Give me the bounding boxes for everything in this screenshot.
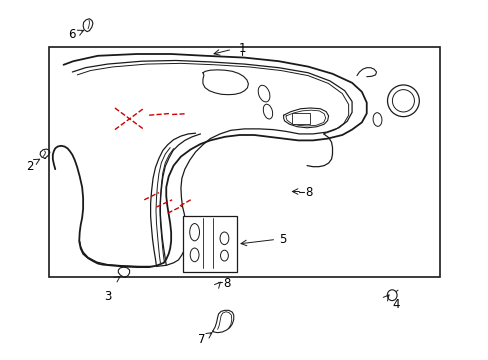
Bar [49,47,439,277]
Ellipse shape [190,248,199,262]
Text: 6: 6 [68,28,76,41]
Ellipse shape [220,250,228,261]
Text: 8: 8 [223,277,231,290]
Ellipse shape [220,232,228,245]
Ellipse shape [391,90,414,112]
Text: 7: 7 [198,333,205,346]
Ellipse shape [372,113,381,126]
Ellipse shape [258,85,269,102]
Text: 1: 1 [238,42,245,55]
Ellipse shape [189,224,199,241]
Ellipse shape [386,290,396,301]
Text: 4: 4 [391,298,399,311]
Text: 5: 5 [278,233,286,246]
Text: 3: 3 [103,291,111,303]
Bar [183,216,237,272]
Bar [292,113,309,124]
Ellipse shape [263,104,272,119]
Text: 8: 8 [305,186,312,199]
Ellipse shape [386,85,418,117]
Text: 2: 2 [26,160,34,173]
